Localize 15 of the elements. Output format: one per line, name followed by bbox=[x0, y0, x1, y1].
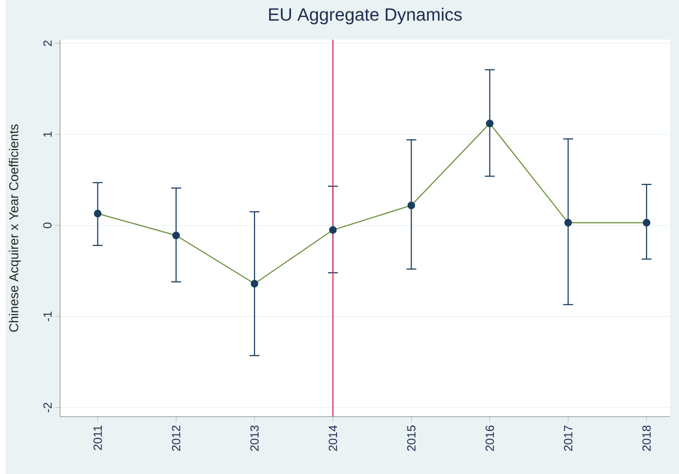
x-tick-label: 2011 bbox=[93, 426, 102, 450]
y-tick-label: -2 bbox=[43, 402, 52, 412]
x-tick-label: 2015 bbox=[407, 425, 416, 451]
y-tick-label: 2 bbox=[43, 40, 52, 46]
y-tick-label: 1 bbox=[43, 132, 52, 137]
y-tick-label: 0 bbox=[43, 222, 52, 228]
x-tick-label: 2016 bbox=[486, 426, 494, 451]
x-tick-label: 2018 bbox=[642, 426, 651, 451]
x-tick-label: 2013 bbox=[250, 426, 259, 451]
x-tick-label: 2017 bbox=[564, 426, 572, 451]
x-tick-label: 2012 bbox=[172, 426, 180, 451]
y-tick-label: -1 bbox=[43, 312, 52, 322]
chart-title: EU Aggregate Dynamics bbox=[269, 8, 462, 24]
y-axis-title: Chinese Acquirer x Year Coefficients bbox=[8, 124, 21, 332]
x-tick-label: 2014 bbox=[328, 425, 338, 451]
